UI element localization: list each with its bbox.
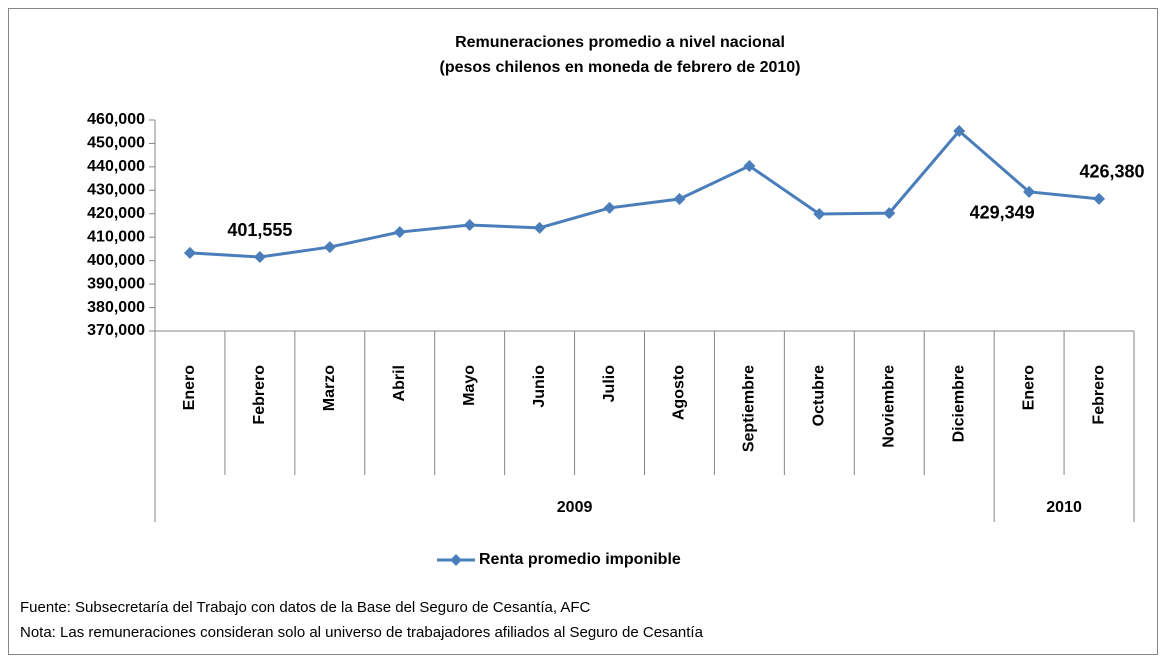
- x-tick-label: Abril: [391, 365, 408, 401]
- data-label: 401,555: [227, 220, 292, 240]
- data-point: [883, 207, 896, 220]
- y-tick-label: 380,000: [87, 299, 145, 316]
- y-tick-label: 390,000: [87, 275, 145, 292]
- data-label: 426,380: [1079, 162, 1144, 182]
- data-point: [183, 246, 196, 259]
- x-tick-label: Septiembre: [741, 365, 758, 452]
- data-point: [393, 226, 406, 239]
- data-point: [673, 193, 686, 206]
- chart-subtitle: (pesos chilenos en moneda de febrero de …: [440, 59, 801, 76]
- x-tick-label: Enero: [1020, 365, 1037, 411]
- data-point: [743, 159, 756, 172]
- data-label: 429,349: [970, 203, 1035, 223]
- x-tick-label: Enero: [181, 365, 198, 411]
- x-tick-label: Noviembre: [880, 365, 897, 448]
- x-tick-label: Marzo: [321, 365, 338, 411]
- x-tick-label: Julio: [601, 365, 618, 403]
- y-tick-label: 370,000: [87, 322, 145, 339]
- data-point: [1093, 192, 1106, 205]
- data-point: [603, 201, 616, 214]
- x-tick-label: Mayo: [461, 365, 478, 406]
- data-point: [1023, 185, 1036, 198]
- footnote: Nota: Las remuneraciones consideran solo…: [20, 624, 704, 641]
- data-point: [323, 241, 336, 254]
- data-point: [953, 125, 966, 138]
- y-tick-label: 400,000: [87, 252, 145, 269]
- data-point: [253, 251, 266, 264]
- legend-marker: [450, 554, 462, 566]
- y-tick-label: 410,000: [87, 228, 145, 245]
- x-tick-label: Febrero: [1090, 365, 1107, 425]
- series-line: [189, 128, 1100, 259]
- chart-title: Remuneraciones promedio a nivel nacional: [455, 34, 785, 51]
- data-point: [463, 219, 476, 232]
- group-label: 2009: [557, 499, 593, 516]
- group-label: 2010: [1046, 499, 1082, 516]
- y-tick-label: 420,000: [87, 205, 145, 222]
- footnote: Fuente: Subsecretaría del Trabajo con da…: [20, 599, 591, 616]
- data-point: [533, 221, 546, 234]
- x-tick-label: Octubre: [811, 365, 828, 426]
- data-point: [813, 208, 826, 221]
- legend-label: Renta promedio imponible: [479, 551, 681, 568]
- y-tick-label: 430,000: [87, 182, 145, 199]
- x-tick-label: Diciembre: [950, 365, 967, 442]
- y-tick-label: 440,000: [87, 158, 145, 175]
- y-tick-label: 450,000: [87, 135, 145, 152]
- x-tick-label: Febrero: [251, 365, 268, 425]
- x-tick-label: Junio: [531, 365, 548, 408]
- x-tick-label: Agosto: [671, 365, 688, 420]
- y-tick-label: 460,000: [87, 111, 145, 128]
